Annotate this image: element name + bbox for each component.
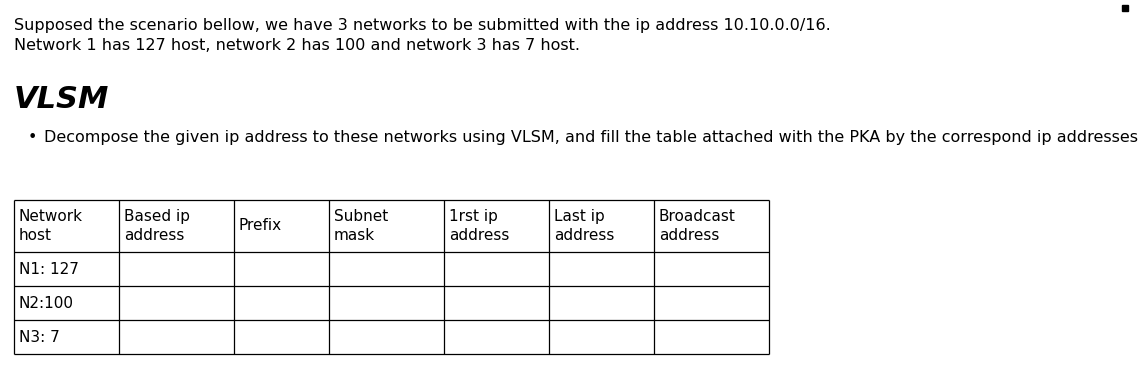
Text: •: • bbox=[28, 130, 38, 145]
Text: N1: 127: N1: 127 bbox=[20, 262, 79, 276]
Text: Based ip
address: Based ip address bbox=[124, 209, 191, 243]
Text: 1rst ip
address: 1rst ip address bbox=[449, 209, 510, 243]
Text: Supposed the scenario bellow, we have 3 networks to be submitted with the ip add: Supposed the scenario bellow, we have 3 … bbox=[14, 18, 831, 33]
Text: Last ip
address: Last ip address bbox=[554, 209, 614, 243]
Text: Network
host: Network host bbox=[20, 209, 83, 243]
Text: Network 1 has 127 host, network 2 has 100 and network 3 has 7 host.: Network 1 has 127 host, network 2 has 10… bbox=[14, 38, 580, 53]
Text: N3: 7: N3: 7 bbox=[20, 329, 60, 345]
Text: N2:100: N2:100 bbox=[20, 295, 73, 311]
Text: VLSM: VLSM bbox=[14, 85, 109, 114]
Text: Prefix: Prefix bbox=[239, 219, 282, 233]
Text: Decompose the given ip address to these networks using VLSM, and fill the table : Decompose the given ip address to these … bbox=[44, 130, 1138, 145]
Text: Broadcast
address: Broadcast address bbox=[659, 209, 736, 243]
Text: Subnet
mask: Subnet mask bbox=[334, 209, 388, 243]
